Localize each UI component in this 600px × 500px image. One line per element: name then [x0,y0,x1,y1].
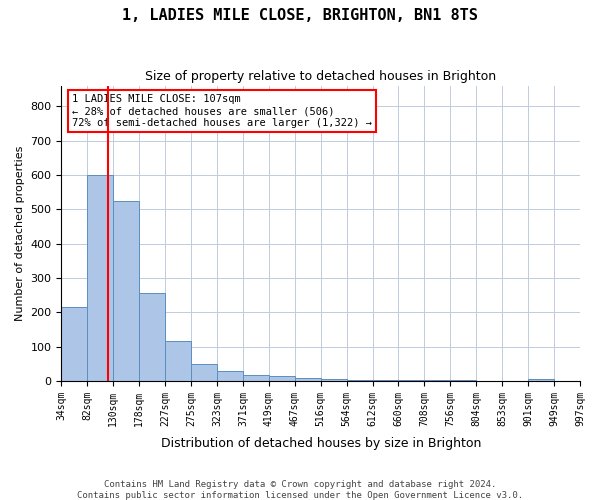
Bar [321,379,347,381]
Bar [451,380,476,381]
Bar [88,175,113,381]
Bar [269,376,295,381]
Bar [113,200,139,381]
Bar [347,380,373,381]
Bar [528,379,554,381]
Bar [424,380,451,381]
Bar [191,364,217,381]
Bar [295,378,321,381]
Bar [243,374,269,381]
Bar [373,380,398,381]
Text: 1, LADIES MILE CLOSE, BRIGHTON, BN1 8TS: 1, LADIES MILE CLOSE, BRIGHTON, BN1 8TS [122,8,478,22]
Bar [139,294,165,381]
Title: Size of property relative to detached houses in Brighton: Size of property relative to detached ho… [145,70,496,83]
Text: Contains HM Land Registry data © Crown copyright and database right 2024.
Contai: Contains HM Land Registry data © Crown c… [77,480,523,500]
Text: 1 LADIES MILE CLOSE: 107sqm
← 28% of detached houses are smaller (506)
72% of se: 1 LADIES MILE CLOSE: 107sqm ← 28% of det… [72,94,372,128]
Bar [398,380,424,381]
Bar [217,370,243,381]
X-axis label: Distribution of detached houses by size in Brighton: Distribution of detached houses by size … [161,437,481,450]
Y-axis label: Number of detached properties: Number of detached properties [15,146,25,321]
Bar [165,342,191,381]
Bar [61,307,88,381]
